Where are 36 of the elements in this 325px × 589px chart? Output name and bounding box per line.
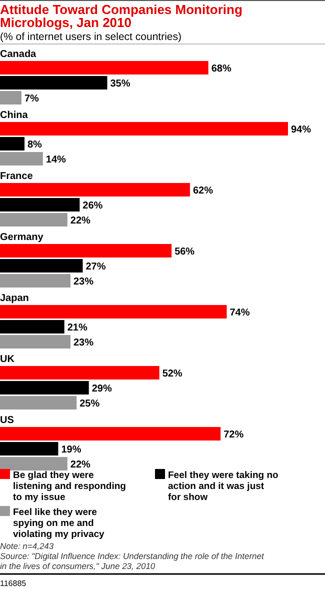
- chart-title: Attitude Toward Companies Monitoring Microblogs, Jan 2010: [0, 2, 242, 30]
- legend-label: Feel they were taking no action and it was just for show: [168, 470, 279, 503]
- data-label: 22%: [70, 459, 91, 470]
- data-label: 23%: [73, 276, 94, 288]
- y-tick-label: China: [0, 110, 28, 121]
- data-label: 27%: [86, 261, 106, 272]
- y-tick-label: France: [0, 171, 34, 182]
- data-label: 14%: [46, 154, 66, 166]
- data-label: 52%: [162, 368, 182, 380]
- data-label: 94%: [291, 124, 312, 136]
- y-tick-label: Germany: [0, 232, 44, 243]
- legend-label: Be glad they were listening and responding to my issue: [13, 470, 126, 503]
- data-label: 56%: [174, 246, 195, 258]
- text: 116885: [0, 579, 27, 588]
- legend-label: Feel like they were spying on me and violating my privacy: [13, 507, 106, 540]
- data-label: 22%: [70, 215, 91, 226]
- data-label: 19%: [61, 444, 82, 456]
- data-label: 74%: [230, 307, 250, 318]
- text: Note: n=4,243: [0, 541, 54, 551]
- data-label: 68%: [211, 63, 232, 74]
- data-label: 21%: [67, 322, 88, 334]
- data-label: 35%: [110, 78, 130, 90]
- chart-subtitle: (% of internet users in select countries): [0, 31, 182, 43]
- data-label: 7%: [24, 93, 40, 104]
- data-label: 72%: [224, 429, 244, 440]
- source-note: Source: "Digital Influence Index: Understanding the role of the Internet in the lives of consumers," June 23, 2010: [0, 551, 264, 571]
- data-label: 8%: [28, 139, 42, 150]
- y-tick-label: Japan: [0, 293, 29, 304]
- y-tick-label: Canada: [0, 49, 37, 60]
- y-tick-label: US: [0, 415, 14, 426]
- data-label: 62%: [192, 185, 214, 196]
- y-tick-label: UK: [0, 354, 16, 365]
- data-label: 25%: [80, 398, 100, 410]
- data-label: 29%: [92, 383, 112, 394]
- data-label: 23%: [73, 337, 94, 348]
- data-label: 26%: [82, 200, 103, 212]
